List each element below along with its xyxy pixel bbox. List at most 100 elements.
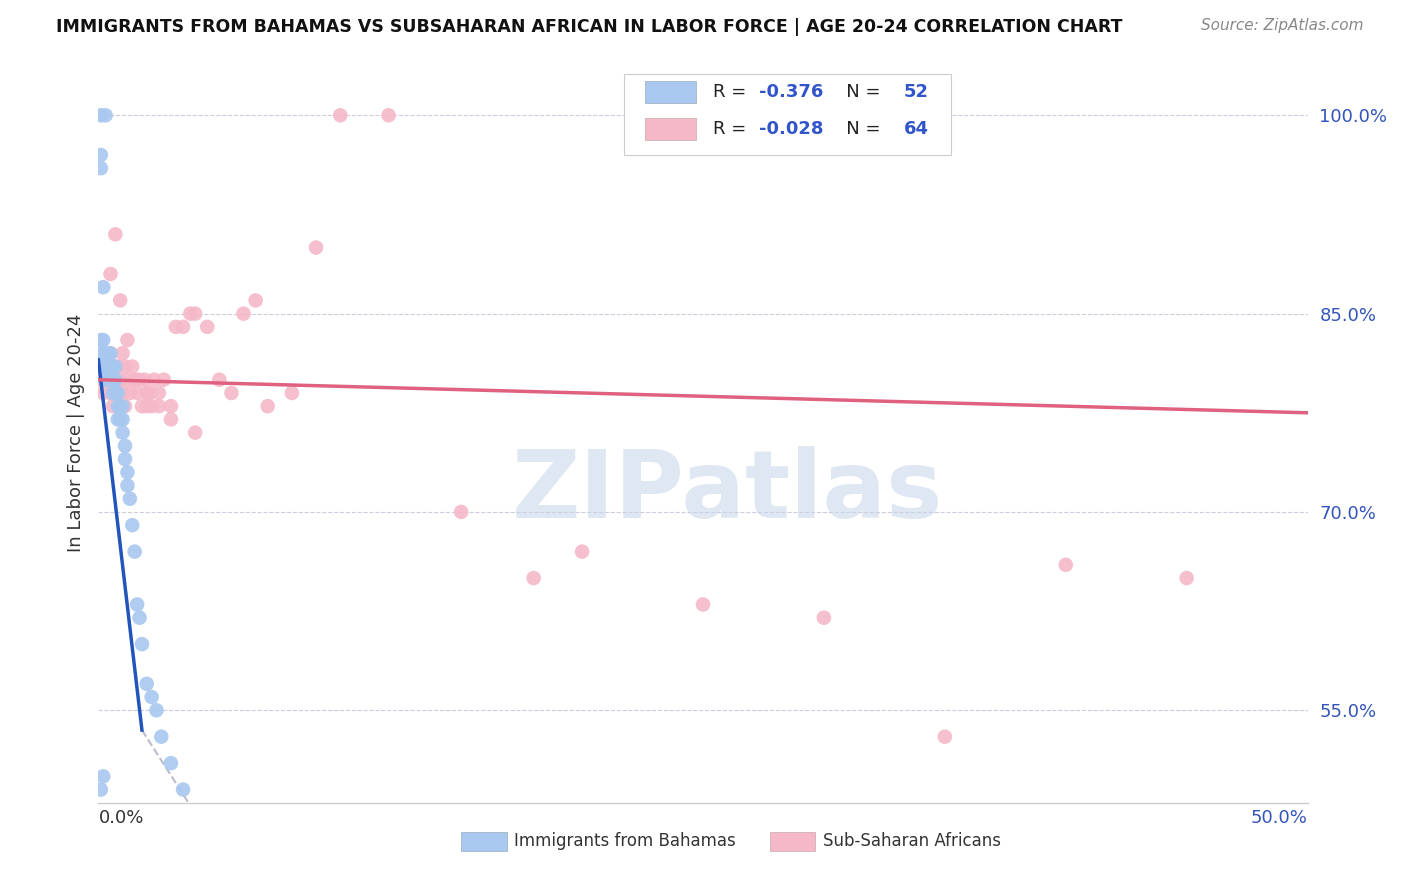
Point xyxy=(813,611,835,625)
Point xyxy=(101,373,124,387)
Point xyxy=(100,373,122,387)
Point xyxy=(107,386,129,401)
Point xyxy=(131,637,153,651)
Point xyxy=(108,399,131,413)
Point xyxy=(104,359,127,374)
Text: Source: ZipAtlas.com: Source: ZipAtlas.com xyxy=(1201,18,1364,33)
Point xyxy=(114,399,136,413)
Point xyxy=(245,293,267,308)
Text: N =: N = xyxy=(828,83,886,101)
Point xyxy=(124,373,146,387)
Point xyxy=(232,307,254,321)
Point xyxy=(91,346,114,360)
Point xyxy=(160,399,183,413)
Point xyxy=(135,386,157,401)
Text: R =: R = xyxy=(713,83,752,101)
Point xyxy=(124,373,146,387)
Point xyxy=(523,571,546,585)
Text: -0.376: -0.376 xyxy=(759,83,823,101)
Point xyxy=(94,373,117,387)
Point xyxy=(221,386,243,401)
Point xyxy=(121,518,143,533)
Point xyxy=(100,359,122,374)
Point xyxy=(91,333,114,347)
Point xyxy=(97,373,120,387)
Point xyxy=(91,359,114,374)
Text: 50.0%: 50.0% xyxy=(1251,809,1308,828)
Point xyxy=(107,386,129,401)
Y-axis label: In Labor Force | Age 20-24: In Labor Force | Age 20-24 xyxy=(66,313,84,552)
Point xyxy=(101,359,124,374)
Text: N =: N = xyxy=(828,120,886,138)
Point xyxy=(141,399,163,413)
Point xyxy=(101,386,124,401)
Point xyxy=(117,478,139,492)
Text: R =: R = xyxy=(713,120,752,138)
Point xyxy=(100,346,122,360)
Point xyxy=(111,346,134,360)
Point xyxy=(94,373,117,387)
Text: -0.028: -0.028 xyxy=(759,120,823,138)
Point xyxy=(108,373,131,387)
Point xyxy=(111,425,134,440)
Point xyxy=(141,690,163,704)
Text: 64: 64 xyxy=(904,120,929,138)
Point xyxy=(111,399,134,413)
Point xyxy=(104,373,127,387)
Point xyxy=(281,386,304,401)
Point xyxy=(91,769,114,783)
Point xyxy=(135,677,157,691)
Point xyxy=(108,412,131,426)
Point xyxy=(571,544,593,558)
Point xyxy=(172,782,194,797)
Point xyxy=(100,267,122,281)
Point xyxy=(160,412,183,426)
Point xyxy=(135,399,157,413)
Point xyxy=(329,108,352,122)
Point xyxy=(127,386,149,401)
Point xyxy=(90,373,112,387)
Point xyxy=(94,346,117,360)
Point xyxy=(138,386,160,401)
Point xyxy=(118,386,141,401)
Point xyxy=(107,359,129,374)
FancyBboxPatch shape xyxy=(624,73,950,155)
Point xyxy=(111,386,134,401)
Text: IMMIGRANTS FROM BAHAMAS VS SUBSAHARAN AFRICAN IN LABOR FORCE | AGE 20-24 CORRELA: IMMIGRANTS FROM BAHAMAS VS SUBSAHARAN AF… xyxy=(56,18,1123,36)
Point xyxy=(195,319,218,334)
Point xyxy=(127,598,149,612)
Point xyxy=(377,108,399,122)
Point xyxy=(165,319,187,334)
Point xyxy=(111,412,134,426)
Text: Immigrants from Bahamas: Immigrants from Bahamas xyxy=(515,832,737,850)
Point xyxy=(100,346,122,360)
Point xyxy=(184,307,207,321)
FancyBboxPatch shape xyxy=(461,832,508,851)
Point xyxy=(97,346,120,360)
Point xyxy=(90,333,112,347)
Point xyxy=(692,598,714,612)
Point xyxy=(117,465,139,479)
Point xyxy=(90,782,112,797)
Point xyxy=(145,703,167,717)
Point xyxy=(108,293,131,308)
Point xyxy=(117,333,139,347)
Point xyxy=(131,399,153,413)
Point xyxy=(1054,558,1077,572)
Point xyxy=(150,730,173,744)
Point xyxy=(114,439,136,453)
Point xyxy=(97,373,120,387)
Point xyxy=(450,505,472,519)
FancyBboxPatch shape xyxy=(645,118,696,140)
Point xyxy=(101,399,124,413)
Point xyxy=(104,373,127,387)
Point xyxy=(256,399,278,413)
Point xyxy=(160,756,183,771)
Point xyxy=(148,386,170,401)
Point xyxy=(1175,571,1198,585)
Point xyxy=(184,425,207,440)
Point xyxy=(104,386,127,401)
Point xyxy=(90,161,112,176)
Text: ZIPatlas: ZIPatlas xyxy=(512,446,943,538)
Point xyxy=(107,412,129,426)
